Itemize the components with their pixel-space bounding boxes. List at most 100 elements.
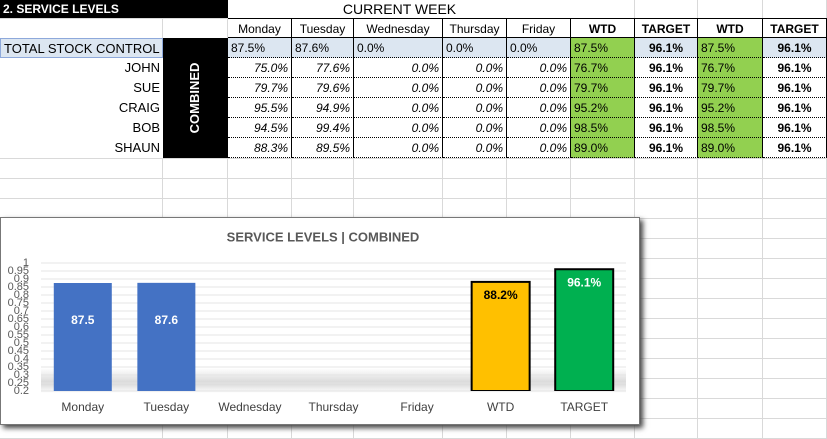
column-header: Friday bbox=[507, 18, 571, 38]
y-tick-label: 0.9 bbox=[14, 273, 29, 285]
y-tick-label: 0.8 bbox=[14, 289, 29, 301]
cell: 0.0% bbox=[354, 78, 443, 98]
cell: 0.0% bbox=[443, 58, 507, 78]
column-header: WTD bbox=[571, 18, 635, 38]
cell: 79.6% bbox=[292, 78, 354, 98]
cell: 87.5% bbox=[698, 38, 763, 58]
cell: 0.0% bbox=[507, 138, 571, 158]
cell: 0.0% bbox=[354, 98, 443, 118]
row-name: BOB bbox=[0, 118, 163, 138]
chart: SERVICE LEVELS | COMBINED 0.20.250.30.35… bbox=[8, 229, 626, 414]
cell: 0.0% bbox=[354, 118, 443, 138]
column-header: Thursday bbox=[443, 18, 507, 38]
y-tick-label: 0.75 bbox=[8, 297, 29, 309]
column-header: Monday bbox=[228, 18, 292, 38]
cell: 95.2% bbox=[571, 98, 635, 118]
cell: 0.0% bbox=[507, 38, 571, 58]
cell: 89.0% bbox=[698, 138, 763, 158]
x-tick-label: Tuesday bbox=[144, 400, 190, 414]
cell: 94.9% bbox=[292, 98, 354, 118]
cell: 87.5% bbox=[228, 38, 292, 58]
row-name: JOHN bbox=[0, 58, 163, 78]
grid-line bbox=[0, 198, 827, 199]
x-tick-label: Thursday bbox=[308, 400, 358, 414]
combined-label: COMBINED bbox=[187, 62, 202, 134]
grid-line bbox=[0, 158, 827, 159]
cell: 96.1% bbox=[635, 78, 698, 98]
y-tick-label: 0.2 bbox=[14, 385, 29, 397]
y-tick-label: 0.4 bbox=[14, 353, 29, 365]
y-tick-label: 0.95 bbox=[8, 265, 29, 277]
data-label: 88.2% bbox=[484, 288, 518, 302]
x-tick-label: Wednesday bbox=[218, 400, 281, 414]
cell: 96.1% bbox=[763, 58, 827, 78]
column-header: TARGET bbox=[635, 18, 698, 38]
cell: 76.7% bbox=[571, 58, 635, 78]
cell: 79.7% bbox=[571, 78, 635, 98]
grid-line bbox=[0, 178, 827, 179]
cell: 0.0% bbox=[443, 38, 507, 58]
data-label: 87.5 bbox=[71, 313, 95, 327]
y-tick-label: 0.6 bbox=[14, 321, 29, 333]
cell: 96.1% bbox=[763, 118, 827, 138]
y-tick-label: 0.85 bbox=[8, 281, 29, 293]
plot bbox=[53, 268, 615, 391]
cell: 96.1% bbox=[763, 98, 827, 118]
plot-floor bbox=[41, 368, 626, 393]
cell: 0.0% bbox=[354, 58, 443, 78]
row-name: CRAIG bbox=[0, 98, 163, 118]
cell: 0.0% bbox=[507, 118, 571, 138]
cell: 0.0% bbox=[507, 98, 571, 118]
y-tick-label: 0.7 bbox=[14, 305, 29, 317]
bar bbox=[470, 280, 531, 391]
row-name: SHAUN bbox=[0, 138, 163, 158]
cell: 0.0% bbox=[507, 58, 571, 78]
x-tick-label: Monday bbox=[61, 400, 104, 414]
cell: 0.0% bbox=[443, 138, 507, 158]
sheet-title: 2. SERVICE LEVELS bbox=[0, 0, 228, 18]
y-tick-label: 1 bbox=[23, 257, 29, 269]
cell: 95.5% bbox=[228, 98, 292, 118]
y-tick-label: 0.65 bbox=[8, 313, 29, 325]
x-tick-label: WTD bbox=[487, 400, 515, 414]
row-name: SUE bbox=[0, 78, 163, 98]
cell: 87.5% bbox=[571, 38, 635, 58]
bar bbox=[137, 282, 196, 391]
y-tick-label: 0.45 bbox=[8, 345, 29, 357]
y-tick-label: 0.5 bbox=[14, 337, 29, 349]
cell: 0.0% bbox=[443, 98, 507, 118]
y-tick-label: 0.35 bbox=[8, 361, 29, 373]
cell: 89.5% bbox=[292, 138, 354, 158]
cell: 96.1% bbox=[635, 38, 698, 58]
cell: 76.7% bbox=[698, 58, 763, 78]
cell: 98.5% bbox=[571, 118, 635, 138]
cell: 96.1% bbox=[635, 98, 698, 118]
data-label: 96.1% bbox=[567, 275, 601, 289]
column-header: Tuesday bbox=[292, 18, 354, 38]
grid-line bbox=[697, 0, 698, 439]
cell: 88.3% bbox=[228, 138, 292, 158]
cell: 0.0% bbox=[443, 78, 507, 98]
cell: 0.0% bbox=[354, 138, 443, 158]
cell: 75.0% bbox=[228, 58, 292, 78]
column-header: TARGET bbox=[763, 18, 827, 38]
bar bbox=[53, 283, 112, 391]
cell: 99.4% bbox=[292, 118, 354, 138]
chart-title: SERVICE LEVELS | COMBINED bbox=[227, 229, 420, 244]
y-tick-label: 0.25 bbox=[8, 377, 29, 389]
cell: 0.0% bbox=[507, 78, 571, 98]
column-header: WTD bbox=[698, 18, 763, 38]
cell: 95.2% bbox=[698, 98, 763, 118]
cell: 94.5% bbox=[228, 118, 292, 138]
cell: 98.5% bbox=[698, 118, 763, 138]
week-label: CURRENT WEEK bbox=[228, 0, 571, 18]
cell: 79.7% bbox=[228, 78, 292, 98]
cell: 96.1% bbox=[635, 58, 698, 78]
combined-block: COMBINED bbox=[163, 38, 228, 158]
data-label: 87.6 bbox=[155, 313, 179, 327]
column-header: Wednesday bbox=[354, 18, 443, 38]
grid-line bbox=[762, 0, 763, 439]
cell: 77.6% bbox=[292, 58, 354, 78]
cell: 89.0% bbox=[571, 138, 635, 158]
